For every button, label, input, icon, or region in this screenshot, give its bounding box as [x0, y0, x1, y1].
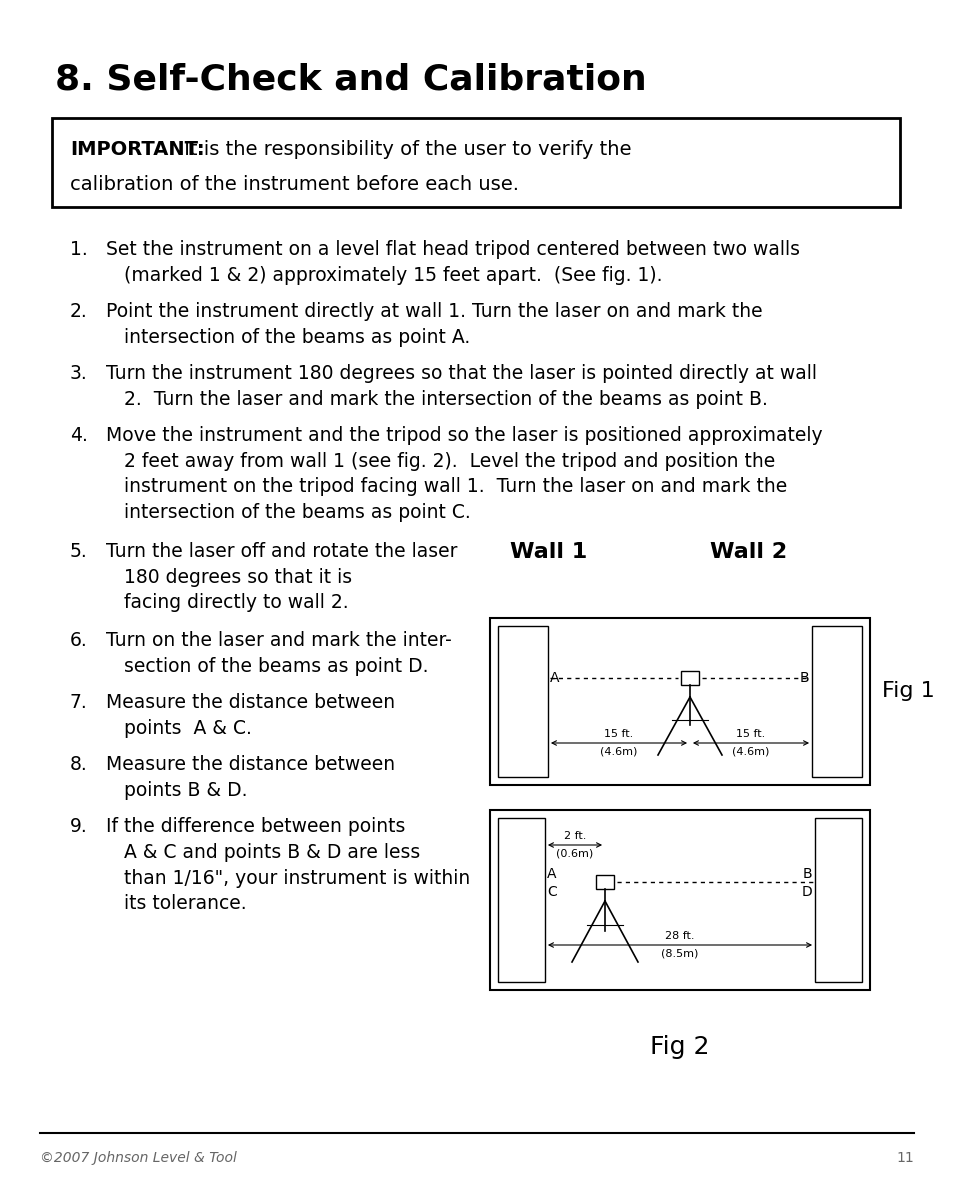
Text: (4.6m): (4.6m) — [599, 747, 637, 758]
Text: 8.: 8. — [70, 755, 88, 774]
Text: (0.6m): (0.6m) — [556, 849, 593, 859]
Text: Fig 2: Fig 2 — [650, 1036, 709, 1059]
Text: 4.: 4. — [70, 426, 88, 445]
Text: D: D — [801, 885, 811, 900]
Text: Wall 1: Wall 1 — [510, 542, 587, 562]
Text: It is the responsibility of the user to verify the: It is the responsibility of the user to … — [178, 140, 631, 159]
Text: 2.: 2. — [70, 302, 88, 321]
Text: 15 ft.: 15 ft. — [604, 729, 633, 738]
Text: IMPORTANT:: IMPORTANT: — [70, 140, 204, 159]
Text: 9.: 9. — [70, 817, 88, 836]
Text: 8. Self-Check and Calibration: 8. Self-Check and Calibration — [55, 62, 646, 95]
Text: Measure the distance between
    points  A & C.: Measure the distance between points A & … — [100, 693, 395, 737]
Text: 3.: 3. — [70, 364, 88, 383]
Text: 11: 11 — [895, 1151, 913, 1166]
Text: If the difference between points
    A & C and points B & D are less
    than 1/: If the difference between points A & C a… — [100, 817, 470, 914]
Text: Measure the distance between
    points B & D.: Measure the distance between points B & … — [100, 755, 395, 799]
Bar — [596, 874, 614, 889]
Text: C: C — [546, 885, 557, 900]
Text: calibration of the instrument before each use.: calibration of the instrument before eac… — [70, 175, 518, 194]
Text: 2 ft.: 2 ft. — [563, 832, 585, 841]
Text: (4.6m): (4.6m) — [732, 747, 769, 758]
Bar — [497, 818, 544, 982]
Text: 28 ft.: 28 ft. — [664, 931, 694, 941]
Bar — [497, 626, 547, 777]
Text: B: B — [799, 670, 808, 685]
Text: 15 ft.: 15 ft. — [736, 729, 765, 738]
Text: 7.: 7. — [70, 693, 88, 712]
Text: Point the instrument directly at wall 1. Turn the laser on and mark the
    inte: Point the instrument directly at wall 1.… — [100, 302, 761, 347]
Text: 1.: 1. — [70, 240, 88, 259]
Bar — [490, 618, 869, 785]
Bar — [490, 810, 869, 990]
Text: Wall 2: Wall 2 — [709, 542, 786, 562]
Text: Turn the laser off and rotate the laser
    180 degrees so that it is
    facing: Turn the laser off and rotate the laser … — [100, 542, 457, 612]
Text: Turn on the laser and mark the inter-
    section of the beams as point D.: Turn on the laser and mark the inter- se… — [100, 631, 452, 675]
Text: Turn the instrument 180 degrees so that the laser is pointed directly at wall
  : Turn the instrument 180 degrees so that … — [100, 364, 816, 409]
Text: 5.: 5. — [70, 542, 88, 561]
Text: A: A — [546, 867, 556, 880]
Text: B: B — [801, 867, 811, 880]
Text: Set the instrument on a level flat head tripod centered between two walls
    (m: Set the instrument on a level flat head … — [100, 240, 800, 285]
Text: A: A — [550, 670, 558, 685]
Bar — [52, 118, 899, 208]
Text: (8.5m): (8.5m) — [660, 948, 698, 959]
Text: 6.: 6. — [70, 631, 88, 650]
Text: Move the instrument and the tripod so the laser is positioned approximately
    : Move the instrument and the tripod so th… — [100, 426, 821, 523]
Bar — [680, 670, 699, 685]
Bar — [811, 626, 862, 777]
Text: Fig 1: Fig 1 — [882, 681, 934, 701]
Text: ©2007 Johnson Level & Tool: ©2007 Johnson Level & Tool — [40, 1151, 236, 1166]
Bar — [814, 818, 862, 982]
